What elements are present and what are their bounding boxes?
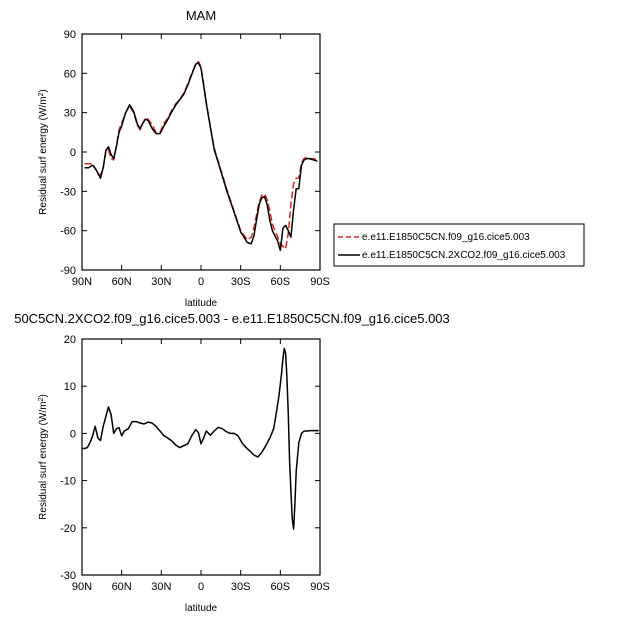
chart-bottom: 50C5CN.2XCO2.f09_g16.cice5.003 - e.e11.E… bbox=[14, 311, 450, 614]
chart-top-title: MAM bbox=[186, 8, 216, 23]
chart-top: MAM 90N 60N 30N 0 30S 60S 90S-90-60-300306090 … bbox=[38, 8, 585, 309]
chart-top-series-line-experiment bbox=[84, 62, 318, 252]
chart-bottom-series-line-experiment bbox=[82, 347, 319, 530]
chart-top-y-axis-label: Residual surf energy (W/m2) bbox=[38, 89, 49, 215]
chart-top-x-tick-label: 60S bbox=[271, 276, 291, 288]
chart-bottom-x-tick-label: 60S bbox=[271, 581, 291, 593]
legend-label-experiment: e.e11.E1850C5CN.2XCO2.f09_g16.cice5.003 bbox=[362, 250, 566, 261]
chart-top-series-line-control bbox=[84, 60, 318, 250]
chart-top-y-tick-label: 60 bbox=[64, 68, 76, 80]
chart-bottom-x-tick-label: 30S bbox=[231, 581, 251, 593]
chart-top-y-tick-label: 0 bbox=[70, 147, 76, 159]
chart-bottom-y-axis-label: Residual surf energy (W/m2) bbox=[38, 394, 49, 520]
chart-bottom-x-tick-label: 60N bbox=[112, 581, 132, 593]
chart-bottom-x-tick-label: 90S bbox=[310, 581, 330, 593]
chart-top-y-tick-label: 30 bbox=[64, 108, 76, 120]
chart-bottom-y-tick-label: -20 bbox=[60, 523, 76, 535]
chart-top-y-tick-label: -30 bbox=[60, 186, 76, 198]
chart-top-x-tick-label: 30S bbox=[231, 276, 251, 288]
chart-top-y-tick-label: -60 bbox=[60, 226, 76, 238]
legend-box bbox=[333, 223, 585, 267]
chart-bottom-x-tick-label: 0 bbox=[198, 581, 204, 593]
chart-top-x-axis-label: latitude bbox=[185, 298, 218, 309]
chart-bottom-plot-frame bbox=[81, 338, 321, 576]
chart-top-x-tick-label: 90N bbox=[72, 276, 92, 288]
chart-top-legend: e.e11.E1850C5CN.f09_g16.cice5.003 e.e11.… bbox=[333, 223, 585, 267]
chart-top-x-tick-label: 90S bbox=[310, 276, 330, 288]
chart-top-x-tick-label: 60N bbox=[112, 276, 132, 288]
chart-bottom-x-axis-label: latitude bbox=[185, 603, 218, 614]
chart-top-y-tick-label: -90 bbox=[60, 265, 76, 277]
chart-bottom-y-tick-label: 10 bbox=[64, 381, 76, 393]
chart-top-x-tick-label: 30N bbox=[151, 276, 171, 288]
chart-top-y-tick-label: 90 bbox=[64, 29, 76, 41]
chart-bottom-x-tick-label: 30N bbox=[151, 581, 171, 593]
chart-bottom-title: 50C5CN.2XCO2.f09_g16.cice5.003 - e.e11.E… bbox=[14, 311, 450, 326]
chart-bottom-x-tick-label: 90N bbox=[72, 581, 92, 593]
legend-label-control: e.e11.E1850C5CN.f09_g16.cice5.003 bbox=[362, 232, 530, 243]
chart-bottom-y-tick-label: -30 bbox=[60, 570, 76, 582]
chart-bottom-y-tick-label: 0 bbox=[70, 428, 76, 440]
chart-bottom-y-tick-label: -10 bbox=[60, 476, 76, 488]
chart-bottom-y-tick-label: 20 bbox=[64, 334, 76, 346]
chart-top-x-tick-label: 0 bbox=[198, 276, 204, 288]
